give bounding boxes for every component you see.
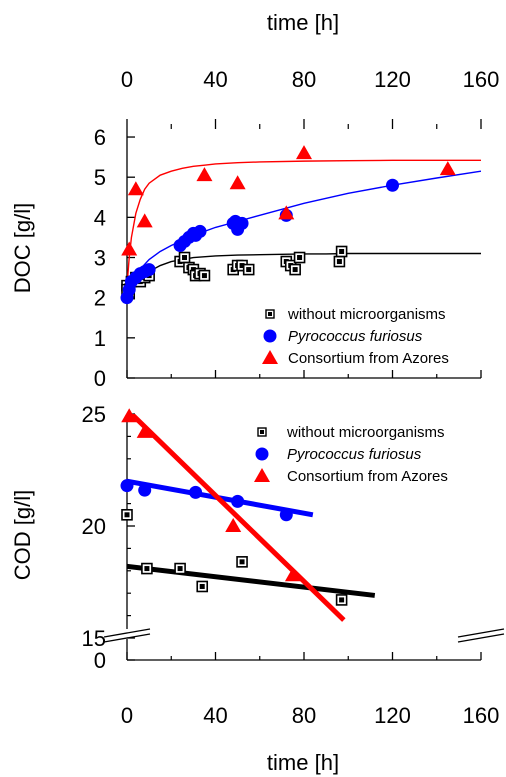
cod-legend-label: Consortium from Azores <box>287 468 448 485</box>
doc-point-triangle <box>196 167 213 182</box>
doc-fit-lines <box>127 159 481 302</box>
cod-x-tick-label: 160 <box>463 703 500 728</box>
cod-point-square-center <box>144 566 150 572</box>
doc-chart: 0 40 80 120 160 0 1 2 3 4 5 6 DOC [g/l] without mi… <box>10 67 499 391</box>
doc-y-axis-label: DOC [g/l] <box>10 203 35 293</box>
doc-point-square-center <box>297 255 303 261</box>
doc-point-square-center <box>336 259 342 265</box>
doc-fit-line-2 <box>127 159 481 286</box>
cod-point-square-center <box>239 559 245 565</box>
cod-axis-break-mark <box>457 628 505 638</box>
doc-point-circle <box>386 178 399 192</box>
doc-legend: without microorganisms Pyrococcus furiosu… <box>262 306 449 367</box>
cod-point-circle <box>138 483 152 497</box>
doc-point-triangle <box>439 161 456 176</box>
cod-fit-line-0 <box>127 563 376 598</box>
doc-top-tick-label: 40 <box>203 67 227 92</box>
cod-legend-marker-triangle <box>254 468 270 482</box>
doc-y-tick-label: 5 <box>94 165 106 190</box>
doc-y-tick-label: 6 <box>94 125 106 150</box>
cod-x-tick-label: 120 <box>374 703 411 728</box>
cod-fit-lines <box>127 414 376 622</box>
doc-y-tick-label: 2 <box>94 286 106 311</box>
cod-x-ticks: 0 40 80 120 160 <box>121 652 499 728</box>
cod-legend: without microorganisms Pyrococcus furiosu… <box>254 424 448 485</box>
doc-point-square-center <box>190 267 196 273</box>
doc-y-tick-label: 4 <box>94 205 106 230</box>
doc-point-square-center <box>246 267 252 273</box>
doc-legend-marker-center <box>268 312 272 316</box>
doc-data-points <box>120 145 456 305</box>
doc-top-tick-label: 120 <box>374 67 411 92</box>
doc-point-square-center <box>201 273 207 279</box>
doc-point-circle <box>142 263 156 277</box>
cod-legend-label: without microorganisms <box>286 424 445 441</box>
doc-top-tick-label: 0 <box>121 67 133 92</box>
doc-top-tick-label: 80 <box>292 67 316 92</box>
cod-y-tick-label: 25 <box>82 402 106 427</box>
doc-point-circle <box>235 216 249 230</box>
doc-y-ticks: 0 1 2 3 4 5 6 <box>94 125 135 391</box>
cod-data-points <box>120 408 348 606</box>
doc-point-triangle <box>127 181 144 196</box>
cod-axis-break-mark <box>457 633 505 643</box>
cod-x-tick-label: 80 <box>292 703 316 728</box>
doc-point-square-center <box>182 255 188 261</box>
cod-fit-line-2 <box>128 414 346 622</box>
doc-point-triangle <box>121 241 138 256</box>
cod-point-circle <box>189 485 203 499</box>
doc-y-tick-label: 3 <box>94 246 106 271</box>
cod-y-axis-label: COD [g/l] <box>10 490 35 580</box>
cod-legend-marker-circle <box>255 447 269 461</box>
cod-point-triangle <box>121 408 138 423</box>
doc-point-square-center <box>339 248 345 254</box>
cod-point-triangle <box>136 423 153 438</box>
cod-legend-marker-center <box>260 430 264 434</box>
cod-y-tick-label: 15 <box>82 626 106 651</box>
doc-top-tick-label: 160 <box>463 67 500 92</box>
doc-point-triangle <box>229 175 246 190</box>
doc-point-square-center <box>292 267 298 273</box>
doc-point-circle <box>193 224 207 238</box>
cod-point-triangle <box>225 518 242 532</box>
doc-legend-label: Consortium from Azores <box>288 350 449 367</box>
cod-point-square-center <box>339 597 345 603</box>
cod-y-tick-label: 0 <box>94 648 106 673</box>
doc-legend-marker-triangle <box>262 350 278 364</box>
cod-point-triangle <box>284 567 301 582</box>
doc-point-square-center <box>239 263 245 269</box>
doc-point-triangle <box>136 213 153 228</box>
doc-y-tick-label: 0 <box>94 366 106 391</box>
cod-y-tick-label: 20 <box>82 514 106 539</box>
top-axis-label: time [h] <box>267 10 339 35</box>
doc-fit-line-1 <box>127 170 481 302</box>
cod-point-circle <box>120 479 134 493</box>
cod-x-tick-label: 0 <box>121 703 133 728</box>
doc-legend-label: without microorganisms <box>287 306 446 323</box>
cod-point-circle <box>279 508 293 522</box>
cod-axis-break-mark <box>103 628 151 638</box>
doc-x-ticks: 0 40 80 120 160 <box>121 67 499 378</box>
cod-y-ticks: 015 20 25 <box>82 402 135 673</box>
cod-legend-label: Pyrococcus furiosus <box>287 446 422 463</box>
doc-y-tick-label: 1 <box>94 326 106 351</box>
cod-point-circle <box>231 494 245 508</box>
bottom-axis-label: time [h] <box>267 750 339 775</box>
cod-x-tick-label: 40 <box>203 703 227 728</box>
doc-legend-marker-circle <box>263 329 277 343</box>
doc-point-triangle <box>296 145 312 160</box>
cod-point-square-center <box>177 566 183 572</box>
cod-point-square-center <box>199 583 205 589</box>
cod-point-square-center <box>124 512 130 518</box>
doc-legend-label: Pyrococcus furiosus <box>288 328 423 345</box>
doc-point-triangle <box>278 205 295 220</box>
